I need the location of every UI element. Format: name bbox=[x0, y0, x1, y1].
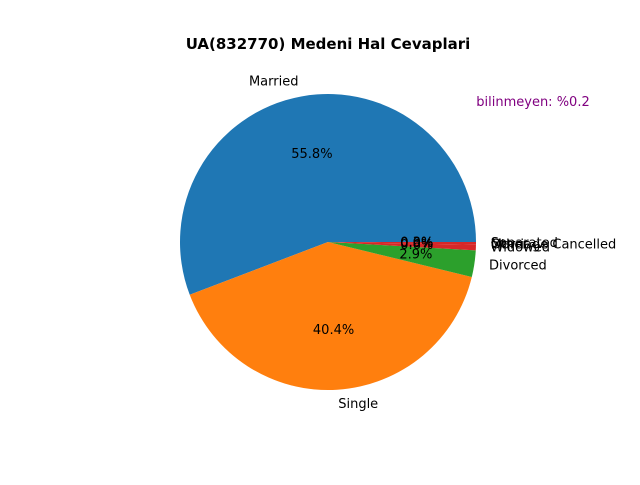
category-label-other: Other bbox=[491, 238, 529, 253]
category-label-widowed: Widowed bbox=[491, 241, 550, 256]
percent-label-widowed: 0.6% bbox=[400, 238, 433, 253]
pie-labels: Married 55.8% Single 40.4% Divorced 2.9% Widow… bbox=[249, 74, 616, 412]
category-label-separated: Separated bbox=[491, 236, 558, 251]
slice-single bbox=[189, 242, 472, 390]
percent-label-married: 55.8% bbox=[291, 147, 332, 162]
slice-married bbox=[180, 94, 476, 295]
slice-widowed bbox=[328, 242, 476, 251]
slice-divorced bbox=[328, 242, 476, 278]
percent-label-divorced: 2.9% bbox=[399, 248, 432, 263]
unknown-share-annotation: bilinmeyen: %0.2 bbox=[476, 95, 589, 110]
slice-separated bbox=[328, 242, 476, 245]
percent-label-single: 40.4% bbox=[313, 323, 354, 338]
percent-label-separated: 0.3% bbox=[400, 235, 433, 250]
category-label-single: Single bbox=[338, 397, 378, 412]
category-label-married: Married bbox=[249, 74, 299, 89]
percent-label-marriage-cancelled: 0.0% bbox=[400, 236, 433, 251]
percent-label-other: 0.0% bbox=[400, 236, 433, 251]
pie-slices bbox=[180, 94, 476, 390]
category-label-divorced: Divorced bbox=[489, 258, 547, 273]
category-label-marriage-cancelled: Marriage Cancelled bbox=[491, 238, 617, 253]
chart-title: UA(832770) Medeni Hal Cevaplari bbox=[186, 35, 471, 53]
